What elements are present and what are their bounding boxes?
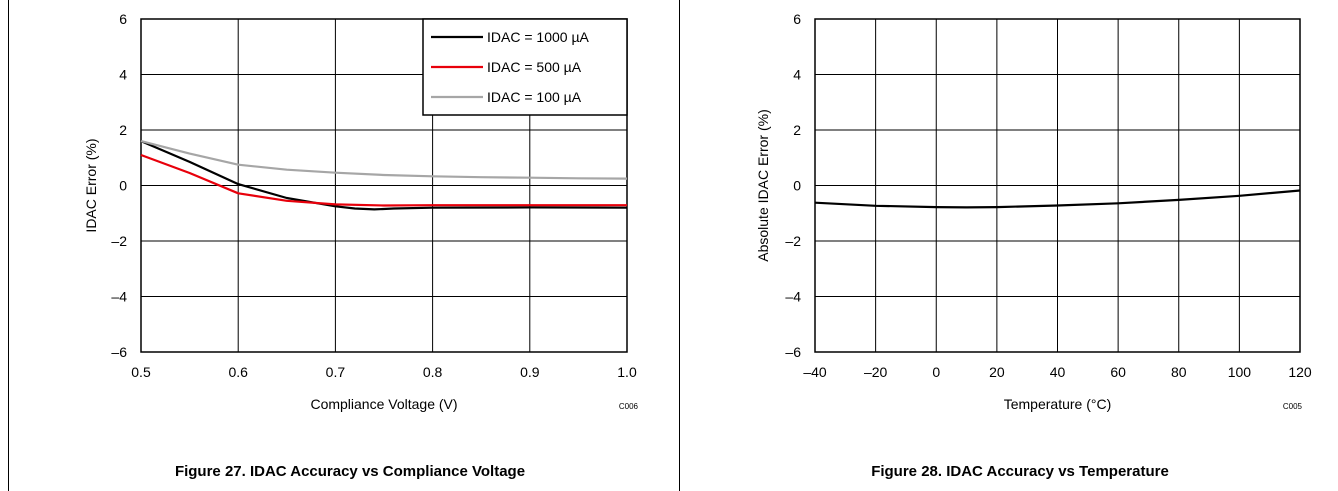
y-tick-label: –4 [111, 289, 127, 305]
y-tick-label: 6 [793, 11, 801, 27]
chart-idac-vs-temperature: –40 –20 0 20 40 60 80 100 120–6–4–20246Temperatu… [755, 11, 1312, 412]
y-tick-label: –6 [111, 344, 127, 360]
plot-frame [140, 18, 628, 353]
y-tick-label: 0 [119, 178, 127, 194]
y-tick-label: –2 [111, 233, 127, 249]
figure-divider-left [8, 0, 9, 491]
x-tick-label: 120 [1288, 364, 1312, 380]
x-tick-label: 80 [1171, 364, 1187, 380]
x-axis-label: Temperature (°C) [1004, 396, 1112, 412]
y-tick-label: 4 [793, 67, 801, 83]
x-tick-label: 60 [1110, 364, 1126, 380]
series-line [140, 140, 628, 180]
legend-label: IDAC = 100 µA [487, 89, 582, 105]
y-tick-label: –6 [785, 344, 801, 360]
y-tick-label: 4 [119, 67, 127, 83]
y-tick-label: –4 [785, 289, 801, 305]
y-tick-label: 0 [793, 178, 801, 194]
x-tick-label: 0.8 [423, 364, 443, 380]
x-tick-label: 0.7 [326, 364, 346, 380]
figure-divider-middle [679, 0, 680, 491]
y-axis-label: IDAC Error (%) [83, 138, 99, 232]
x-tick-label: –40 [803, 364, 827, 380]
y-tick-label: 2 [119, 122, 127, 138]
x-tick-label: 0.5 [131, 364, 151, 380]
x-tick-label: 0 [932, 364, 940, 380]
figure-28-caption: Figure 28. IDAC Accuracy vs Temperature [871, 463, 1169, 480]
y-tick-label: 6 [119, 11, 127, 27]
figure-code: C006 [619, 402, 639, 411]
chart-idac-vs-compliance-voltage: 0.5 0.6 0.7 0.8 0.9 1.0 –6 –4 –2 0 2 4 6 Compliance V… [83, 11, 639, 412]
series-line [140, 140, 628, 211]
legend-label: IDAC = 500 µA [487, 59, 582, 75]
y-tick-label: 2 [793, 122, 801, 138]
x-tick-label: 1.0 [617, 364, 637, 380]
plot-frame [814, 18, 1301, 353]
x-tick-label: 40 [1050, 364, 1066, 380]
legend-label: IDAC = 1000 µA [487, 29, 590, 45]
series-line [140, 153, 627, 207]
figure-code: C005 [1283, 402, 1303, 411]
x-tick-label: 100 [1228, 364, 1252, 380]
y-tick-label: –2 [785, 233, 801, 249]
x-tick-label: 20 [989, 364, 1005, 380]
y-axis-label: Absolute IDAC Error (%) [755, 109, 771, 261]
figure-27-caption: Figure 27. IDAC Accuracy vs Compliance V… [174, 463, 526, 480]
x-axis-label: Compliance Voltage (V) [310, 396, 457, 412]
x-tick-label: –20 [864, 364, 888, 380]
series-line [814, 189, 1301, 209]
x-tick-label: 0.9 [520, 364, 540, 380]
x-tick-label: 0.6 [228, 364, 248, 380]
